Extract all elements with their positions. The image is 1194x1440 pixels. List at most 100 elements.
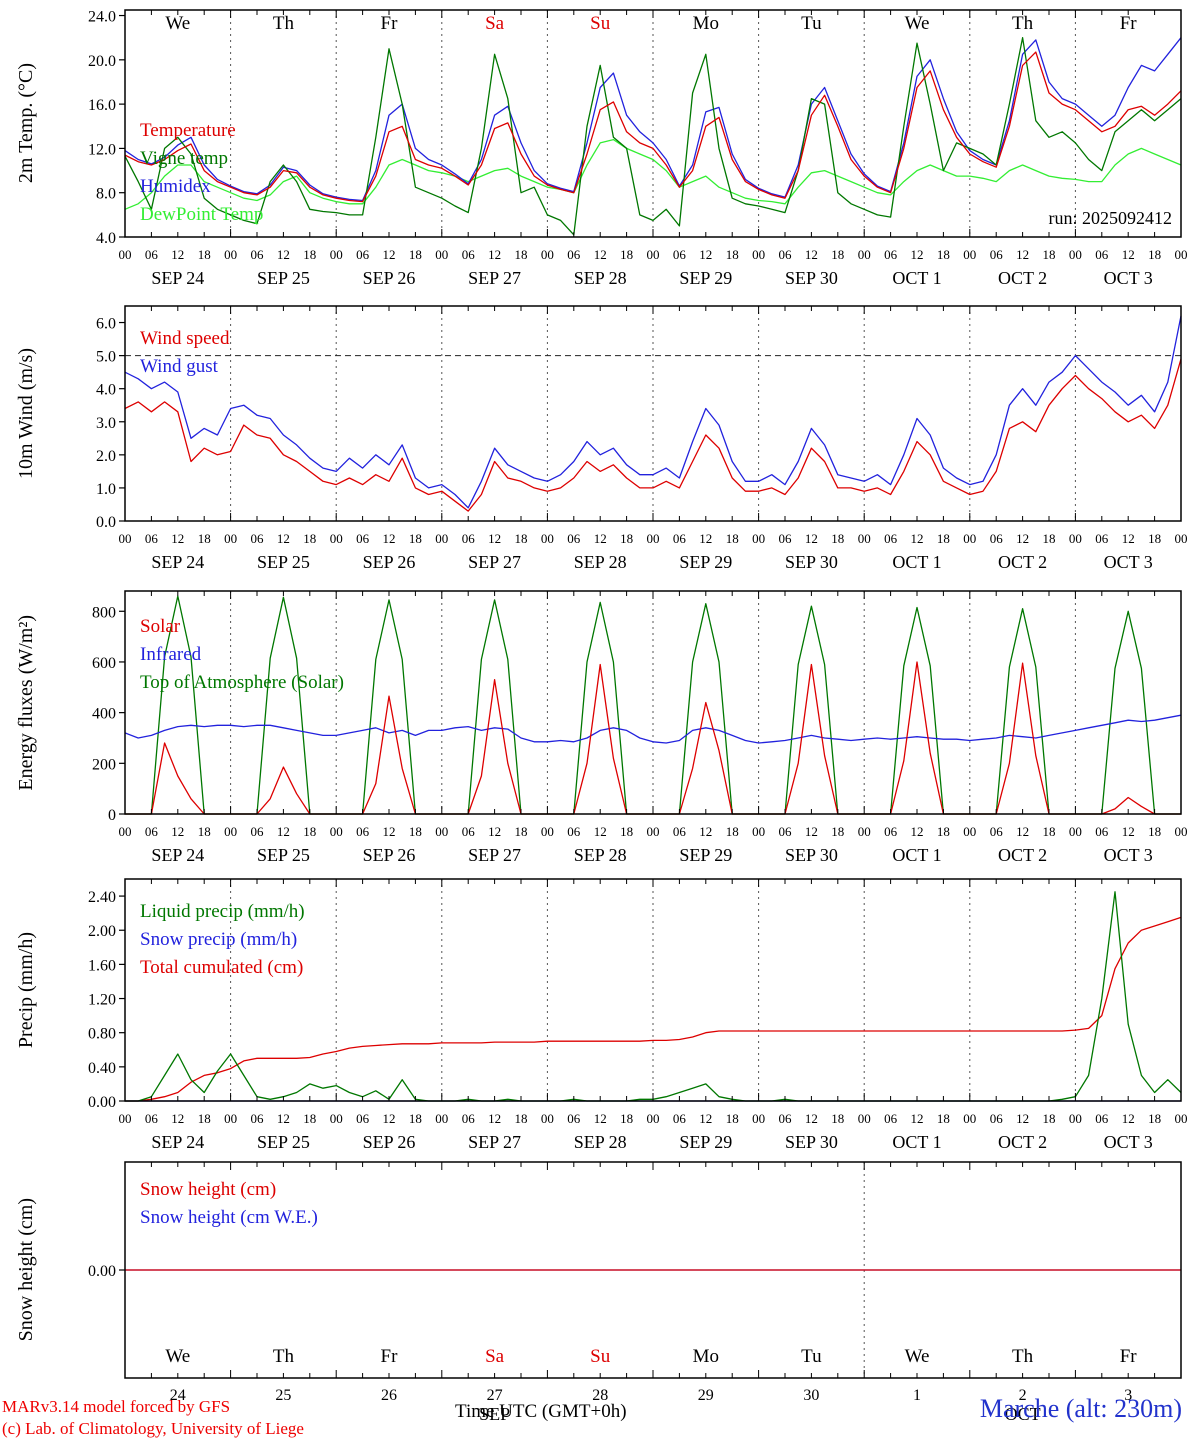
hour-label: 00	[1069, 824, 1082, 839]
date-label: SEP 29	[679, 845, 732, 865]
weekday-label: Th	[273, 1346, 295, 1367]
hour-label: 18	[303, 247, 316, 262]
weekday-label: We	[165, 1346, 190, 1367]
hour-label: 18	[1148, 824, 1161, 839]
y-tick-label: 2.00	[88, 923, 116, 940]
hour-label: 18	[303, 531, 316, 546]
weekday-label: Mo	[693, 13, 719, 34]
hour-label: 06	[673, 824, 687, 839]
hour-label: 18	[1043, 247, 1056, 262]
hour-label: 12	[277, 1111, 290, 1126]
hour-label: 06	[356, 247, 370, 262]
hour-label: 12	[383, 247, 396, 262]
date-label: SEP 30	[785, 552, 838, 572]
hour-label: 18	[937, 531, 950, 546]
hour-label: 06	[990, 531, 1004, 546]
hour-label: 12	[594, 247, 607, 262]
weekday-label: We	[165, 13, 190, 34]
hour-label: 18	[620, 531, 633, 546]
hour-label: 12	[1016, 531, 1029, 546]
date-label: SEP 24	[151, 268, 204, 288]
legend-dewpoint-temp: DewPoint Temp	[140, 204, 264, 225]
hour-label: 12	[171, 824, 184, 839]
hour-label: 06	[884, 531, 898, 546]
hour-label: 00	[1069, 1111, 1082, 1126]
hour-label: 18	[409, 247, 422, 262]
hour-label: 12	[1016, 824, 1029, 839]
hour-label: 00	[1175, 824, 1188, 839]
y-tick-label: 4.0	[96, 230, 116, 247]
hour-label: 18	[515, 531, 528, 546]
hour-label: 12	[699, 531, 712, 546]
hour-label: 18	[1148, 247, 1161, 262]
y-tick-label: 8.0	[96, 186, 116, 203]
series-vigne-temp	[124, 37, 1182, 236]
weekday-label: Fr	[381, 13, 399, 34]
legend-vigne-temp: Vigne temp	[140, 148, 229, 169]
hour-label: 12	[488, 531, 501, 546]
hour-label: 06	[145, 824, 159, 839]
hour-label: 00	[963, 1111, 976, 1126]
y-tick-label: 6.0	[96, 316, 116, 333]
legend-liquid-precip: Liquid precip (mm/h)	[140, 901, 305, 922]
hour-label: 18	[409, 531, 422, 546]
hour-label: 06	[990, 247, 1004, 262]
date-label: SEP 30	[785, 268, 838, 288]
station-label: Marche (alt: 230m)	[979, 1394, 1182, 1423]
hour-label: 12	[805, 1111, 818, 1126]
hour-label: 00	[541, 1111, 554, 1126]
day-number-label: 3	[1124, 1387, 1132, 1404]
y-tick-label: 16.0	[88, 97, 116, 114]
y-axis-title-wind-text: 10m Wind (m/s)	[14, 347, 37, 480]
hour-label: 06	[673, 247, 687, 262]
hour-label: 18	[409, 1111, 422, 1126]
hour-label: 12	[805, 824, 818, 839]
series-liquid-precip-mm-h-	[125, 891, 1182, 1102]
y-tick-label: 0	[108, 807, 116, 824]
hour-label: 00	[119, 247, 132, 262]
date-label: SEP 26	[363, 1132, 416, 1152]
hour-label: 00	[752, 1111, 765, 1126]
hour-label: 00	[119, 824, 132, 839]
y-tick-label: 200	[92, 756, 116, 773]
weekday-label: We	[905, 1346, 930, 1367]
hour-label: 18	[726, 247, 739, 262]
hour-label: 18	[831, 531, 844, 546]
date-label: OCT 3	[1104, 1132, 1153, 1152]
legend-toa-solar: Top of Atmosphere (Solar)	[140, 672, 344, 693]
date-label: OCT 3	[1104, 845, 1153, 865]
date-label: SEP 25	[257, 552, 310, 572]
y-tick-label: 24.0	[88, 9, 116, 26]
date-label: SEP 30	[785, 1132, 838, 1152]
hour-label: 18	[198, 824, 211, 839]
hour-label: 06	[356, 824, 370, 839]
legend-total-cumulated: Total cumulated (cm)	[140, 957, 304, 978]
day-number-label: 26	[381, 1387, 397, 1404]
day-number-label: 25	[275, 1387, 291, 1404]
hour-label: 12	[594, 531, 607, 546]
y-tick-label: 400	[92, 706, 116, 723]
hour-label: 12	[277, 531, 290, 546]
hour-label: 12	[594, 824, 607, 839]
weekday-label: We	[905, 13, 930, 34]
y-tick-label: 1.20	[88, 992, 116, 1009]
hour-label: 12	[911, 1111, 924, 1126]
hour-label: 00	[1175, 531, 1188, 546]
series-infrared	[124, 714, 1182, 744]
hour-label: 00	[435, 1111, 448, 1126]
y-tick-label: 800	[92, 604, 116, 621]
legend-humidex: Humidex	[140, 176, 211, 197]
hour-label: 06	[1095, 824, 1109, 839]
hour-label: 18	[726, 824, 739, 839]
date-label: OCT 2	[998, 1132, 1047, 1152]
date-label: OCT 1	[892, 552, 941, 572]
hour-label: 18	[937, 1111, 950, 1126]
hour-label: 00	[647, 531, 660, 546]
hour-label: 18	[620, 247, 633, 262]
date-label: OCT 1	[892, 845, 941, 865]
hour-label: 18	[937, 824, 950, 839]
x-axis-title: Time UTC (GMT+0h)	[455, 1401, 627, 1422]
hour-label: 06	[251, 531, 265, 546]
hour-label: 12	[171, 531, 184, 546]
y-tick-label: 0.00	[88, 1263, 116, 1280]
